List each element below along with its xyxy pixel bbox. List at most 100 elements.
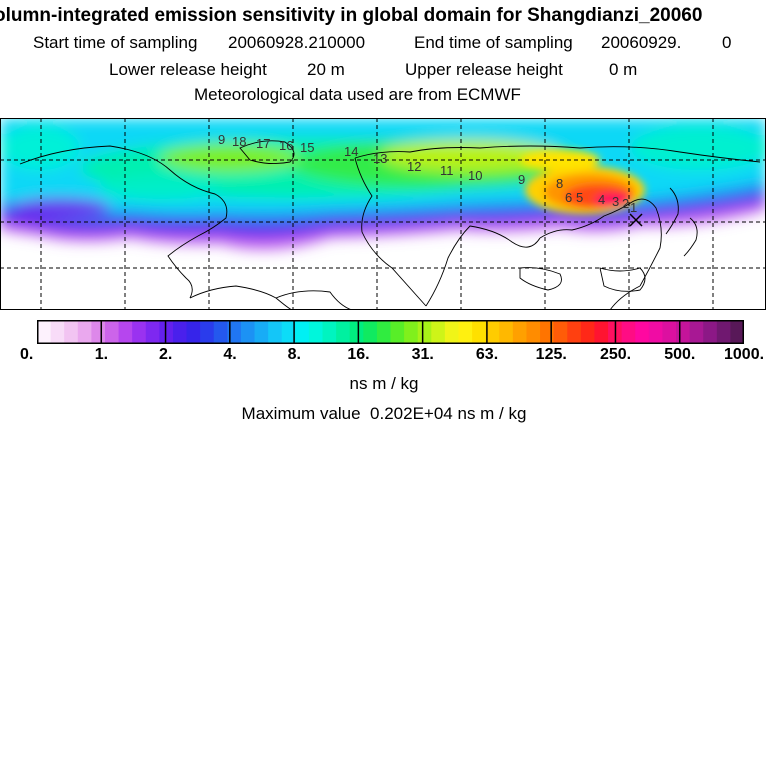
met-data-text: Meteorological data used are from ECMWF: [194, 85, 521, 104]
trajectory-label: 11: [440, 163, 454, 178]
plot-title: olumn-integrated emission sensitivity in…: [0, 5, 703, 26]
colorbar-swatch: [404, 320, 419, 344]
colorbar-tick-label: 125.: [535, 346, 567, 363]
colorbar-tick-label: 31.: [411, 346, 434, 363]
colorbar-swatch: [716, 320, 732, 344]
colorbar-swatch: [145, 320, 160, 344]
colorbar-swatch: [499, 320, 514, 344]
maximum-value: 0.202E+04 ns m / kg: [370, 404, 527, 423]
colorbar-swatch: [37, 320, 52, 344]
colorbar-swatch: [322, 320, 337, 344]
colorbar-swatch: [580, 320, 596, 344]
colorbar-swatch: [485, 320, 500, 344]
trajectory-label: 5: [576, 190, 583, 205]
colorbar-tick-label: 4.: [223, 346, 237, 363]
colorbar-swatch: [730, 320, 744, 344]
trajectory-label: 13: [373, 151, 387, 166]
colorbar-swatch: [363, 320, 378, 344]
colorbar-tick-label: 250.: [599, 346, 632, 363]
colorbar-units: ns m / kg: [349, 374, 419, 393]
trajectory-label: 4: [598, 192, 605, 207]
colorbar-swatch: [104, 320, 120, 344]
colorbar-swatch: [91, 320, 106, 344]
colorbar-swatch: [172, 320, 188, 344]
trajectory-label: 3: [612, 194, 619, 209]
maximum-value-label: Maximum value: [241, 404, 361, 423]
colorbar-swatch: [594, 320, 609, 344]
trajectory-label: 16: [279, 138, 293, 153]
coastlines: [19, 140, 761, 310]
maximum-value-line: Maximum value 0.202E+04 ns m / kg: [0, 404, 768, 424]
colorbar-swatch: [77, 320, 92, 344]
colorbar-swatch: [458, 320, 473, 344]
colorbar-swatch: [512, 320, 528, 344]
colorbar-swatch: [526, 320, 541, 344]
colorbar-swatch: [186, 320, 201, 344]
colorbar-swatch: [553, 320, 568, 344]
sensitivity-core: [520, 150, 645, 214]
trajectory-label: 14: [344, 144, 358, 159]
colorbar: [37, 320, 744, 344]
colorbar-swatch: [200, 320, 215, 344]
colorbar-swatch: [540, 320, 555, 344]
start-time-value: 20060928.210000: [228, 33, 366, 52]
colorbar-swatch: [50, 320, 65, 344]
start-time-label: Start time of sampling: [33, 33, 198, 52]
colorbar-swatch: [132, 320, 147, 344]
trajectory-label: 9: [518, 172, 525, 187]
colorbar-swatch: [376, 320, 392, 344]
colorbar-swatch: [281, 320, 296, 344]
lower-height-value: 20 m: [307, 60, 345, 79]
trajectory-label: 15: [300, 140, 314, 155]
colorbar-tick-label: 2.: [159, 346, 173, 363]
end-time-label: End time of sampling: [414, 33, 573, 52]
end-time-hour: 0: [722, 33, 732, 52]
colorbar-tick-label: 0.: [20, 346, 34, 363]
colorbar-swatch: [308, 320, 324, 344]
colorbar-swatch: [159, 320, 174, 344]
colorbar-swatch: [240, 320, 256, 344]
trajectory-label: 12: [407, 159, 421, 174]
receptor-marker: [629, 213, 643, 227]
colorbar-swatch: [417, 320, 432, 344]
map-canvas: 9 18 17 16 15 14 13 12 11 10 9 8 6 5 3 4…: [0, 118, 766, 310]
colorbar-swatch: [703, 320, 718, 344]
trajectory-label: 9: [218, 132, 225, 147]
colorbar-swatch: [295, 320, 310, 344]
colorbar-swatch: [64, 320, 79, 344]
colorbar-swatch: [472, 320, 487, 344]
trajectory-label: 10: [468, 168, 482, 183]
colorbar-swatch: [676, 320, 691, 344]
colorbar-swatch: [118, 320, 133, 344]
colorbar-tick-label: 63.: [475, 346, 499, 363]
colorbar-swatch: [349, 320, 364, 344]
emission-sensitivity-map: 9 18 17 16 15 14 13 12 11 10 9 8 6 5 3 4…: [0, 118, 766, 310]
colorbar-swatch: [268, 320, 283, 344]
trajectory-label: 6: [565, 190, 572, 205]
colorbar-border: [37, 320, 744, 344]
colorbar-swatch: [254, 320, 269, 344]
colorbar-swatch: [689, 320, 704, 344]
colorbar-swatch: [444, 320, 460, 344]
colorbar-tick-label: 1000.: [724, 346, 765, 363]
colorbar-tick-label: 500.: [664, 346, 696, 363]
colorbar-tick-label: 1.: [94, 346, 109, 363]
colorbar-swatch: [390, 320, 405, 344]
colorbar-tick-label: 16.: [347, 346, 370, 363]
colorbar-swatch: [431, 320, 446, 344]
lower-height-label: Lower release height: [109, 60, 267, 79]
colorbar-swatch: [567, 320, 582, 344]
trajectory-label: 17: [256, 136, 270, 151]
trajectory-label: 1: [630, 200, 637, 215]
upper-height-label: Upper release height: [405, 60, 563, 79]
colorbar-tick-label: 8.: [287, 346, 301, 363]
trajectory-label: 8: [556, 176, 563, 191]
colorbar-swatch: [213, 320, 228, 344]
colorbar-swatch: [662, 320, 677, 344]
colorbar-swatch: [227, 320, 242, 344]
colorbar-swatch: [648, 320, 664, 344]
colorbar-swatch: [621, 320, 636, 344]
trajectory-labels: 9 18 17 16 15 14 13 12 11 10 9 8 6 5 3 4…: [218, 132, 637, 215]
end-time-value: 20060929.: [601, 33, 682, 52]
colorbar-swatch: [336, 320, 351, 344]
